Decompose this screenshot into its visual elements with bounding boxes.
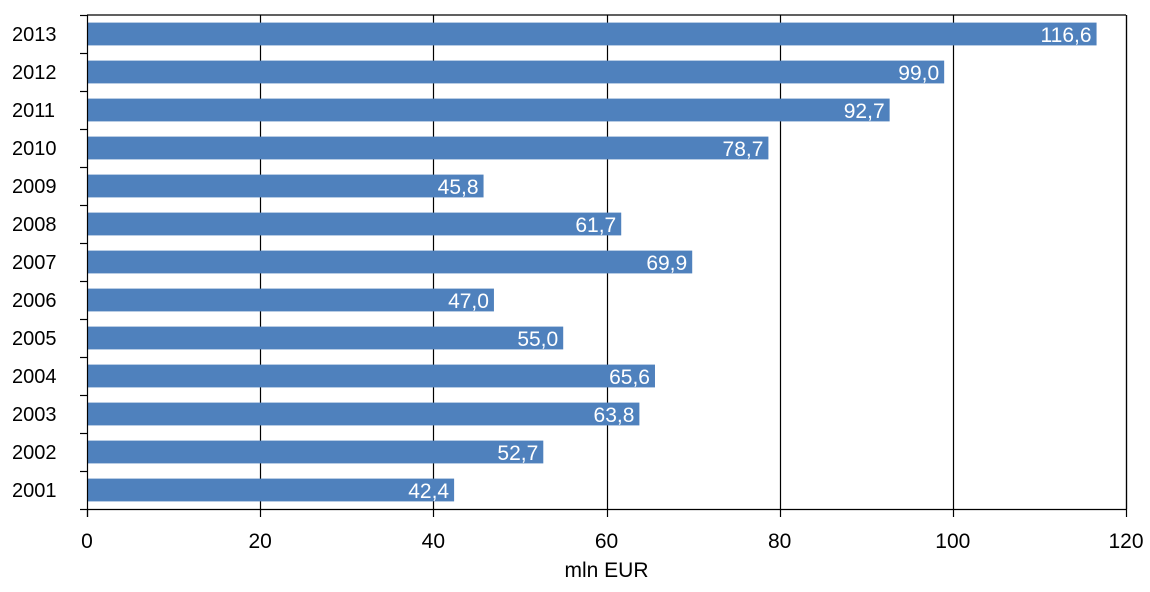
bar-2003 bbox=[87, 402, 640, 426]
category-label-2001: 2001 bbox=[12, 480, 57, 502]
category-label-2002: 2002 bbox=[12, 442, 57, 464]
data-label-2002: 52,7 bbox=[497, 442, 538, 465]
category-label-2011: 2011 bbox=[12, 100, 55, 122]
x-axis-title: mln EUR bbox=[564, 559, 648, 582]
category-label-2009: 2009 bbox=[12, 176, 57, 198]
x-tick-label-0: 0 bbox=[81, 530, 93, 553]
bar-2010 bbox=[87, 136, 769, 160]
bar-2008 bbox=[87, 212, 622, 236]
category-label-2013: 2013 bbox=[12, 24, 57, 46]
bar-2009 bbox=[87, 174, 484, 198]
bar-2011 bbox=[87, 98, 890, 122]
axes bbox=[80, 14, 1128, 517]
x-tick-label-60: 60 bbox=[595, 530, 618, 553]
bar-2007 bbox=[87, 250, 693, 274]
category-label-2006: 2006 bbox=[12, 290, 57, 312]
bar-2006 bbox=[87, 288, 494, 312]
category-label-2008: 2008 bbox=[12, 214, 57, 236]
data-label-2008: 61,7 bbox=[575, 214, 616, 237]
bar-2005 bbox=[87, 326, 564, 350]
bar-2012 bbox=[87, 60, 945, 84]
bar-2001 bbox=[87, 478, 455, 502]
category-label-2010: 2010 bbox=[12, 138, 57, 160]
labels: 116,6201399,0201292,7201178,7201045,8200… bbox=[12, 24, 1144, 553]
category-label-2007: 2007 bbox=[12, 252, 57, 274]
data-label-2010: 78,7 bbox=[723, 138, 764, 161]
x-tick-label-40: 40 bbox=[422, 530, 445, 553]
data-label-2011: 92,7 bbox=[844, 100, 885, 123]
data-label-2006: 47,0 bbox=[448, 290, 489, 313]
category-label-2012: 2012 bbox=[12, 62, 57, 84]
x-tick-label-100: 100 bbox=[935, 530, 970, 553]
x-tick-label-20: 20 bbox=[248, 530, 271, 553]
bar-2002 bbox=[87, 440, 544, 464]
bar-2013 bbox=[87, 22, 1097, 46]
x-tick-label-120: 120 bbox=[1108, 530, 1143, 553]
data-label-2005: 55,0 bbox=[517, 328, 558, 351]
data-label-2001: 42,4 bbox=[408, 480, 449, 503]
category-label-2005: 2005 bbox=[12, 328, 57, 350]
data-label-2003: 63,8 bbox=[594, 404, 635, 427]
bars bbox=[87, 22, 1097, 502]
bar-2004 bbox=[87, 364, 655, 388]
data-label-2009: 45,8 bbox=[438, 176, 479, 199]
data-label-2004: 65,6 bbox=[609, 366, 650, 389]
x-tick-label-80: 80 bbox=[768, 530, 791, 553]
data-label-2007: 69,9 bbox=[646, 252, 687, 275]
category-label-2004: 2004 bbox=[12, 366, 57, 388]
category-label-2003: 2003 bbox=[12, 404, 57, 426]
data-label-2013: 116,6 bbox=[1041, 24, 1092, 47]
data-label-2012: 99,0 bbox=[898, 62, 939, 85]
